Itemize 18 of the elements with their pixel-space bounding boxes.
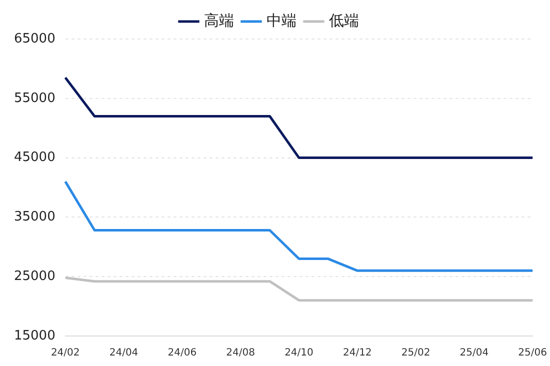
x-tick-label: 25/04 [460, 348, 489, 359]
legend-label: 中端 [266, 11, 296, 30]
x-tick-label: 24/02 [50, 348, 80, 359]
y-tick-label: 25000 [14, 268, 56, 284]
y-tick-label: 65000 [14, 31, 56, 46]
x-tick-label: 24/06 [168, 348, 197, 359]
y-tick-label: 45000 [14, 150, 56, 166]
legend-label: 高端 [204, 11, 234, 30]
y-tick-label: 15000 [14, 328, 56, 344]
x-tick-label: 24/10 [284, 348, 314, 359]
x-tick-label: 24/04 [109, 348, 138, 359]
x-tick-label: 25/02 [401, 348, 430, 359]
x-tick-label: 24/12 [342, 348, 372, 359]
x-tick-label: 24/08 [226, 348, 255, 359]
y-tick-label: 55000 [14, 90, 56, 106]
x-tick-label: 25/06 [518, 348, 548, 359]
y-tick-label: 35000 [14, 210, 56, 225]
legend-label: 低端 [328, 11, 359, 30]
